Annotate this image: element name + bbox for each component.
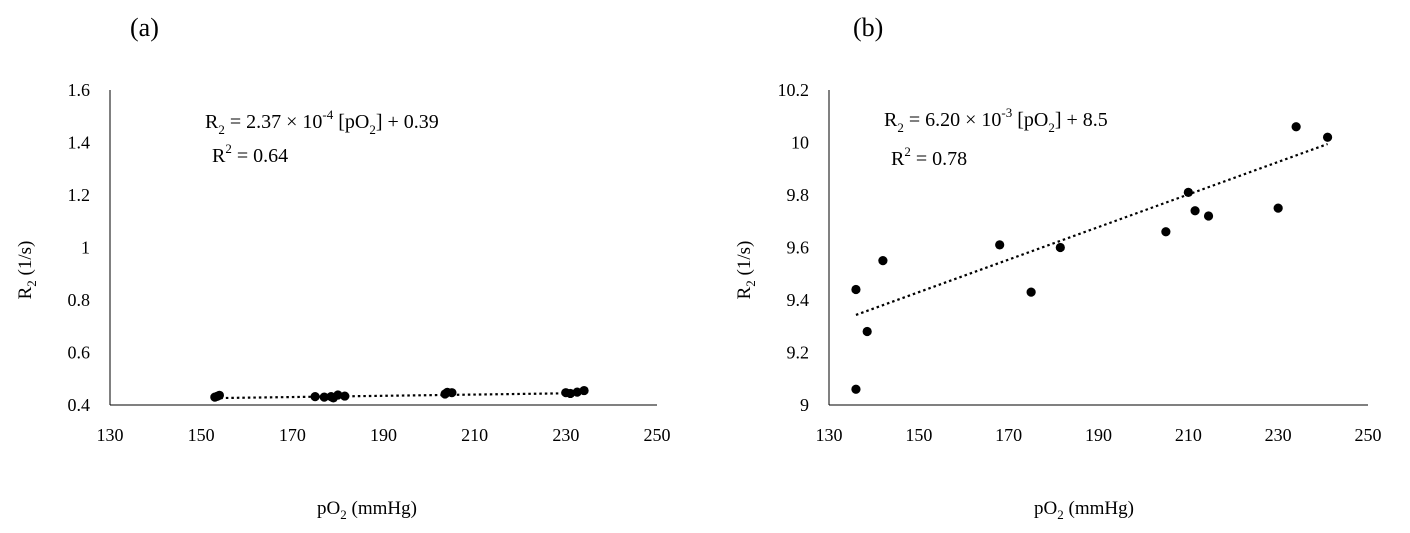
panel-a-x-tick: 250	[644, 425, 671, 445]
panel-b-y-tick: 9.2	[787, 343, 810, 363]
panel-b-x-tick-labels: 130 150 170 190 210 230 250	[816, 425, 1382, 445]
panel-a-data-point	[214, 390, 224, 400]
panel-b-equation: R2 = 6.20 × 10-3 [pO2] + 8.5	[884, 105, 1108, 135]
panel-b: (b) 130 150 170 190 210 230 250 9 9.2 9.…	[734, 13, 1382, 522]
panel-a: (a) 130 150 170 190 210 230 250 0.4 0.6 …	[15, 13, 671, 522]
panel-b-y-tick: 9.8	[787, 185, 810, 205]
panel-b-data-point	[851, 384, 861, 394]
panel-a-data-point	[447, 388, 457, 398]
panel-b-y-tick: 9.6	[787, 238, 810, 258]
panel-a-x-tick: 170	[279, 425, 306, 445]
panel-b-x-tick: 250	[1355, 425, 1382, 445]
panel-a-x-axis-title: pO2 (mmHg)	[317, 498, 417, 522]
panel-b-y-tick: 10.2	[778, 80, 810, 100]
panel-a-y-tick: 1	[81, 238, 90, 258]
panel-a-x-tick: 190	[370, 425, 397, 445]
panel-b-data-point	[1322, 132, 1333, 142]
panel-b-x-tick: 210	[1175, 425, 1202, 445]
panel-b-x-tick: 230	[1265, 425, 1292, 445]
panel-b-data-point	[878, 256, 888, 266]
panel-a-x-tick: 230	[552, 425, 579, 445]
panel-a-label: (a)	[130, 13, 159, 42]
panel-b-data-point	[862, 326, 872, 337]
panel-b-y-axis-title: R2 (1/s)	[734, 241, 758, 300]
panel-a-data-point	[333, 390, 343, 400]
panel-a-data-point	[319, 392, 329, 402]
panel-b-r-squared: R2 = 0.78	[891, 144, 967, 170]
panel-a-y-tick: 0.6	[68, 343, 91, 363]
panel-b-data-point	[1183, 187, 1193, 197]
panel-b-trendline	[855, 142, 1328, 316]
panel-a-y-tick: 1.6	[68, 80, 91, 100]
panel-a-data-point	[565, 388, 575, 399]
panel-a-y-tick: 1.2	[68, 185, 91, 205]
panel-b-data-point	[1026, 287, 1036, 297]
panel-b-y-tick: 9	[800, 395, 809, 415]
panel-a-equation: R2 = 2.37 × 10-4 [pO2] + 0.39	[205, 107, 439, 137]
panel-b-data-point	[1203, 211, 1214, 221]
panel-b-y-tick-labels: 9 9.2 9.4 9.6 9.8 10 10.2	[778, 80, 810, 415]
panel-b-data-point	[995, 240, 1005, 250]
panel-a-y-tick: 1.4	[68, 133, 91, 153]
panel-a-y-axis-title: R2 (1/s)	[15, 241, 39, 300]
panel-b-data-point	[1161, 227, 1171, 237]
panel-b-data-point	[1273, 203, 1283, 213]
panel-a-y-tick: 0.4	[68, 395, 91, 415]
panel-a-x-tick: 210	[461, 425, 488, 445]
panel-b-x-tick: 190	[1085, 425, 1112, 445]
panel-a-x-tick-labels: 130 150 170 190 210 230 250	[97, 425, 671, 445]
panel-b-data-point	[1190, 206, 1200, 216]
panel-b-data-point	[1055, 242, 1065, 253]
panel-b-points	[851, 122, 1333, 394]
panel-b-y-tick: 10	[791, 133, 809, 153]
panel-a-trendline	[214, 391, 585, 400]
panel-a-data-point	[310, 392, 320, 402]
panel-b-y-tick: 9.4	[787, 290, 810, 310]
panel-b-x-tick: 130	[816, 425, 843, 445]
panel-a-x-tick: 130	[97, 425, 124, 445]
panel-a-y-tick: 0.8	[68, 290, 91, 310]
panel-a-data-point	[579, 385, 589, 396]
panel-b-x-tick: 150	[905, 425, 932, 445]
panel-a-data-point	[340, 391, 350, 401]
panel-b-data-point	[851, 284, 861, 295]
panel-a-y-tick-labels: 0.4 0.6 0.8 1 1.2 1.4 1.6	[68, 80, 91, 415]
panel-b-x-tick: 170	[995, 425, 1022, 445]
panel-a-r-squared: R2 = 0.64	[212, 141, 288, 167]
panel-a-x-tick: 150	[188, 425, 215, 445]
panel-b-data-point	[1291, 122, 1301, 132]
panel-b-label: (b)	[853, 13, 883, 42]
panel-b-x-axis-title: pO2 (mmHg)	[1034, 498, 1134, 522]
panel-a-points	[210, 385, 589, 403]
